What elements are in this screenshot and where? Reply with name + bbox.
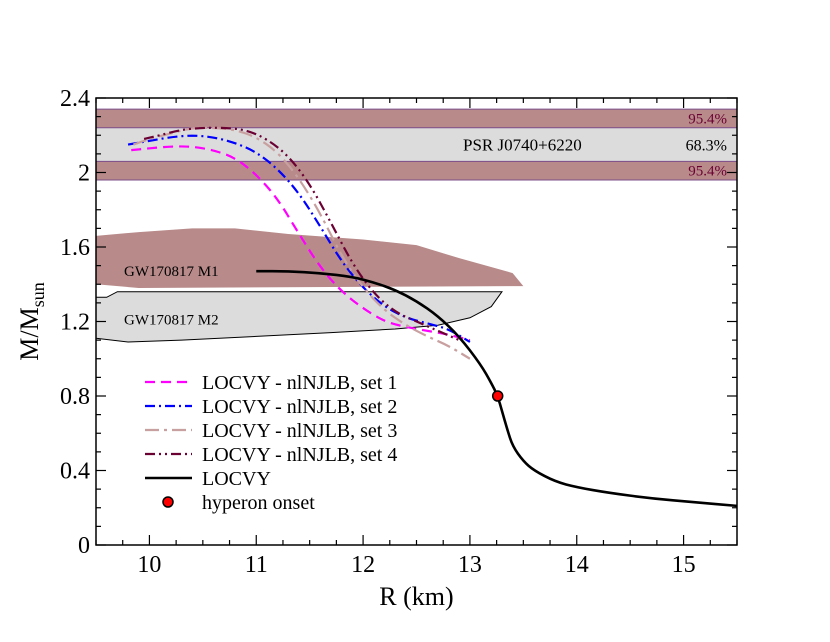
region-label-m2: GW170817 M2 — [124, 313, 219, 329]
series-line-4 — [143, 126, 460, 342]
axes-layer: 10 11 12 13 14 15 0 0.4 0.8 1.2 1.6 2 2.4 R (km) M/Msu… — [15, 86, 738, 611]
markers-layer — [491, 390, 504, 402]
band-label-lower: 95.4% — [688, 164, 727, 180]
legend-label-1: LOCVY - nlNJLB, set 1 — [202, 372, 397, 394]
y-tick-label: 0 — [78, 533, 90, 559]
legend-marker-swatch — [162, 496, 174, 508]
y-tick-label: 2.4 — [60, 86, 90, 112]
band-2 — [96, 127, 737, 162]
band-3 — [96, 161, 737, 180]
annotation-layer: 95.4% 95.4% 68.3% PSR J0740+6220 GW170817 M1… — [124, 111, 727, 328]
legend-label-3: LOCVY - nlNJLB, set 3 — [202, 420, 397, 442]
x-tick-label: 15 — [672, 552, 696, 578]
x-tick-label: 14 — [565, 552, 589, 578]
legend-label-2: LOCVY - nlNJLB, set 2 — [202, 396, 397, 418]
y-tick-label: 0.8 — [60, 384, 90, 410]
x-tick-label: 10 — [137, 552, 161, 578]
band-label-middle: 68.3% — [686, 138, 727, 155]
region-1 — [96, 228, 524, 288]
region-2 — [96, 291, 503, 343]
region-label-m1: GW170817 M1 — [124, 264, 219, 280]
legend-label-marker: hyperon onset — [202, 492, 315, 514]
x-tick-label: 12 — [351, 552, 375, 578]
band-1 — [96, 109, 737, 128]
x-tick-label: 11 — [245, 552, 268, 578]
legend-label-4: LOCVY - nlNJLB, set 4 — [202, 444, 397, 466]
series-line-3 — [133, 126, 471, 360]
y-tick-label: 1.6 — [60, 235, 90, 261]
series-line-1 — [131, 145, 471, 342]
series-line-5 — [256, 269, 737, 508]
x-tick-label: 13 — [458, 552, 482, 578]
y-axis-label: M/Msun — [15, 282, 48, 360]
bands-layer — [96, 108, 737, 181]
y-tick-label: 0.4 — [60, 459, 90, 485]
band-title: PSR J0740+6220 — [463, 136, 582, 155]
legend-label-5: LOCVY — [202, 468, 271, 490]
marker-hyperon-onset — [491, 390, 504, 402]
band-label-upper: 95.4% — [688, 111, 727, 127]
x-axis-label: R (km) — [379, 582, 453, 611]
regions-layer — [96, 228, 524, 343]
y-tick-label: 1.2 — [60, 310, 90, 336]
y-tick-label: 2 — [78, 161, 90, 187]
series-layer — [127, 126, 737, 508]
